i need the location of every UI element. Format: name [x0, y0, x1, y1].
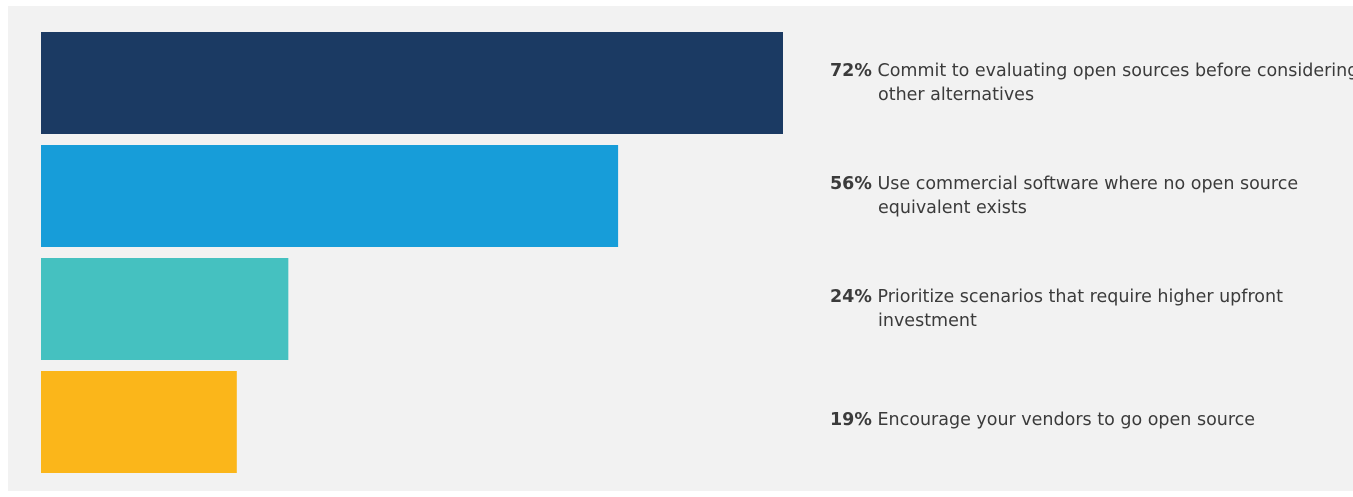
bar-label-2: 56% Use commercial software where no ope… — [830, 172, 1353, 220]
data-label-1: 72% — [830, 61, 872, 81]
bar-4 — [41, 371, 237, 473]
bar-1 — [41, 32, 783, 134]
category-label-3: Prioritize scenarios that require higher… — [877, 287, 1283, 331]
data-label-4: 19% — [830, 410, 872, 430]
bar-label-4: 19% Encourage your vendors to go open so… — [830, 408, 1353, 432]
bar-label-1: 72% Commit to evaluating open sources be… — [830, 59, 1353, 107]
category-label-4: Encourage your vendors to go open source — [877, 410, 1256, 430]
bar-2 — [41, 145, 619, 247]
category-label-1: Commit to evaluating open sources before… — [877, 61, 1353, 105]
category-label-2: Use commercial software where no open so… — [877, 174, 1299, 218]
data-label-3: 24% — [830, 287, 872, 307]
bar-label-3: 24% Prioritize scenarios that require hi… — [830, 285, 1353, 333]
data-label-2: 56% — [830, 174, 872, 194]
bar-3 — [41, 258, 289, 360]
